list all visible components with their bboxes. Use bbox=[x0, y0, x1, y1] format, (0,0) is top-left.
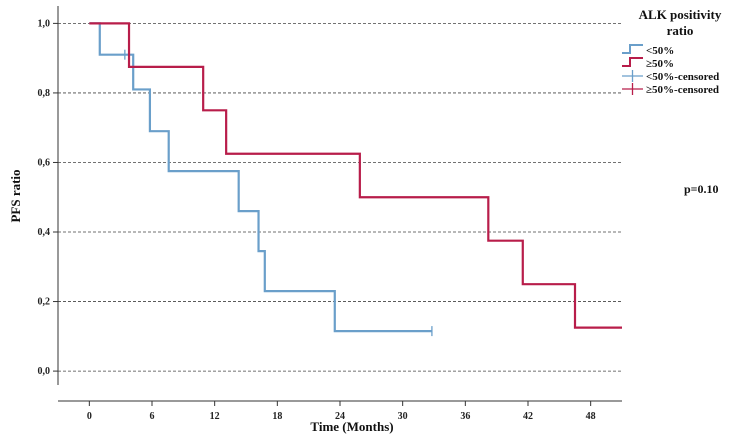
y-tick-label: 0,4 bbox=[38, 227, 51, 238]
x-tick-label: 36 bbox=[460, 411, 470, 422]
survival-curves bbox=[89, 22, 622, 337]
legend-title-line-1: ALK positivity bbox=[639, 7, 722, 22]
legend-swatch-line bbox=[622, 44, 643, 54]
tick-labels: 0,0 0,2 0,4 0,6 0,8 1,0 0 6 12 18 24 30 36 42 48 bbox=[38, 18, 596, 422]
legend-label: ≥50%-censored bbox=[646, 84, 719, 96]
y-tick-label: 1,0 bbox=[38, 18, 51, 29]
x-tick-label: 42 bbox=[523, 411, 533, 422]
x-tick-label: 30 bbox=[398, 411, 408, 422]
legend-swatch-line bbox=[622, 57, 643, 67]
x-tick-label: 18 bbox=[272, 411, 282, 422]
y-axis-title: PFS ratio bbox=[8, 169, 23, 222]
gridlines bbox=[58, 22, 622, 372]
p-value-annotation: p=0.10 bbox=[684, 182, 719, 196]
legend-label: <50%-censored bbox=[646, 71, 719, 83]
x-tick-label: 0 bbox=[87, 411, 92, 422]
x-tick-label: 12 bbox=[210, 411, 220, 422]
legend-label: ≥50% bbox=[646, 58, 674, 70]
legend-label: <50% bbox=[646, 45, 674, 57]
y-tick-label: 0,0 bbox=[38, 366, 51, 377]
legend-entries: <50%≥50%<50%-censored≥50%-censored bbox=[622, 44, 719, 96]
legend-title-line-2: ratio bbox=[667, 23, 694, 38]
x-tick-label: 48 bbox=[586, 411, 596, 422]
survival-curve-step bbox=[89, 22, 622, 329]
survival-curve-step bbox=[89, 22, 432, 333]
x-tick-label: 24 bbox=[335, 411, 345, 422]
y-tick-label: 0,6 bbox=[38, 157, 51, 168]
x-tick-label: 6 bbox=[150, 411, 155, 422]
legend: ALK positivity ratio <50%≥50%<50%-censor… bbox=[622, 7, 722, 96]
y-tick-label: 0,2 bbox=[38, 297, 51, 308]
axes bbox=[53, 6, 622, 406]
x-axis-title: Time (Months) bbox=[310, 419, 393, 434]
y-tick-label: 0,8 bbox=[38, 88, 51, 99]
